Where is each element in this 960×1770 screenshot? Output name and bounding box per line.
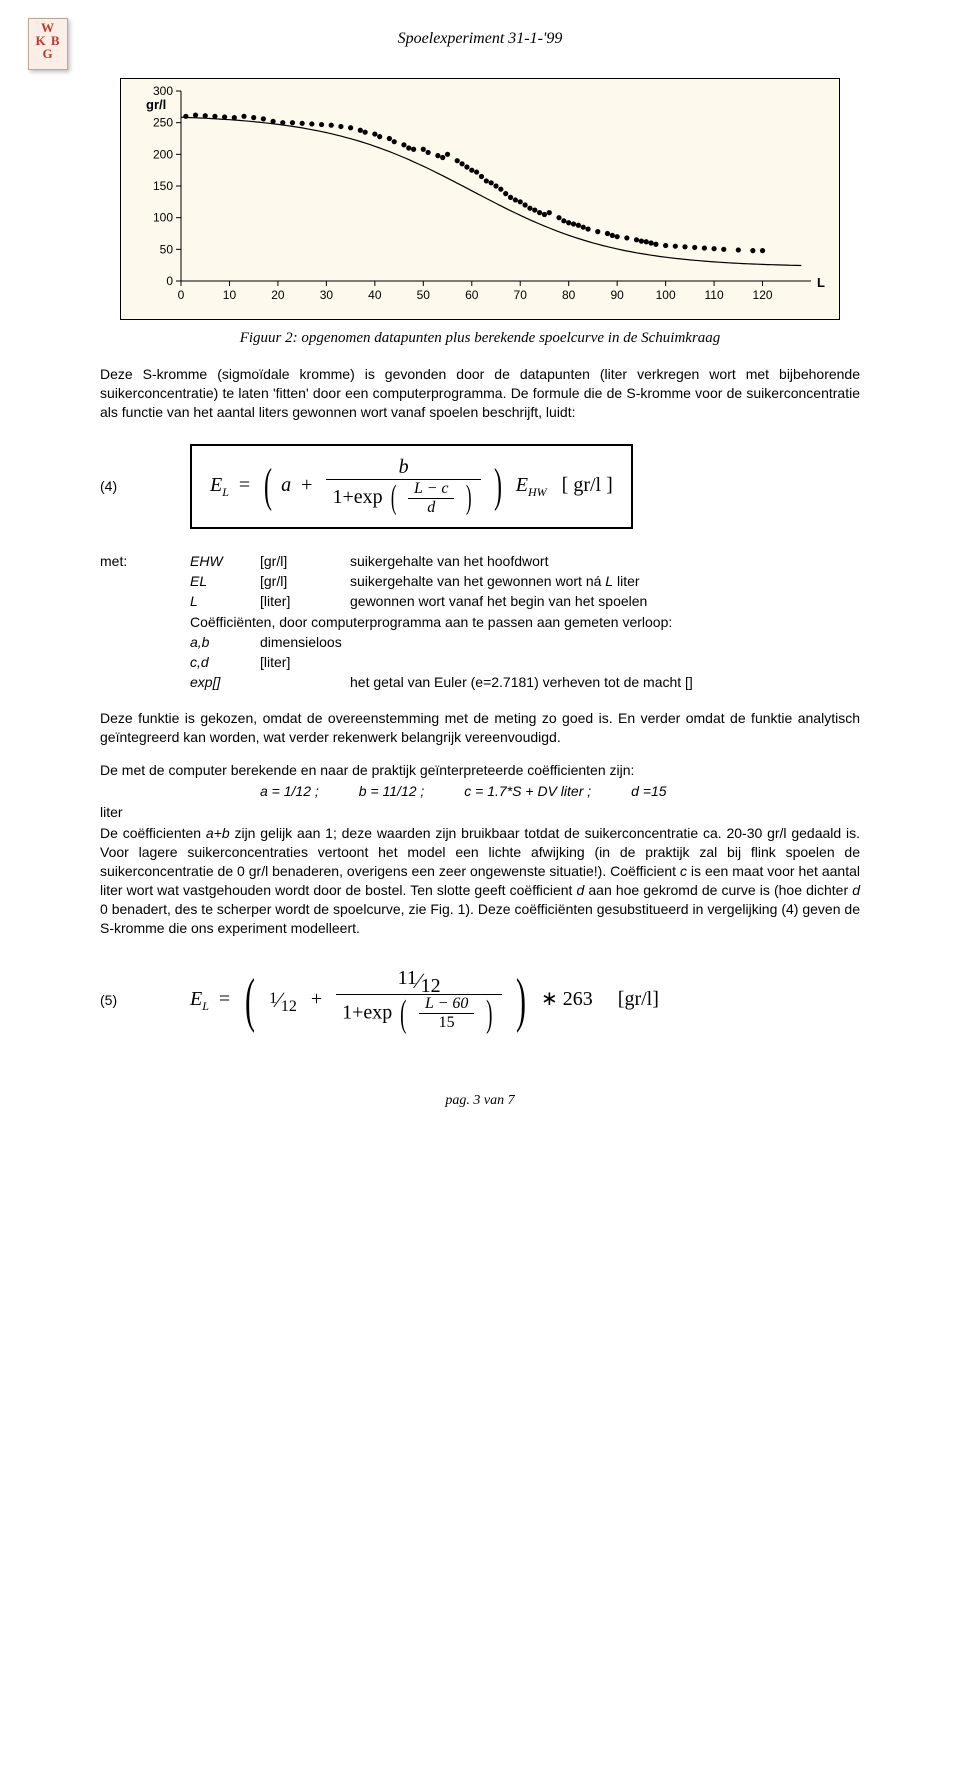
svg-text:60: 60: [465, 288, 479, 302]
eq5-box: EL = ( 1∕12 + 11∕12 1+exp (: [190, 968, 659, 1033]
logo-line3: G: [29, 47, 67, 60]
figure-caption: Figuur 2: opgenomen datapunten plus bere…: [100, 330, 860, 347]
svg-text:40: 40: [368, 288, 382, 302]
logo-wkbg: W K B G: [28, 18, 68, 70]
svg-text:gr/l: gr/l: [146, 97, 166, 112]
svg-text:200: 200: [153, 147, 173, 161]
chart-container: 0 50 100 150 200 250 300 0 10 20 30 40 50 60 70 80 90 100…: [120, 78, 840, 320]
coeff-line: a = 1/12 ; b = 11/12 ; c = 1.7*S + DV li…: [100, 783, 860, 799]
svg-text:90: 90: [610, 288, 624, 302]
paragraph-3-line1: De met de computer berekende en naar de …: [100, 761, 860, 780]
definitions: met: EHW [gr/l] suikergehalte van het ho…: [100, 551, 860, 693]
svg-text:L: L: [817, 275, 825, 290]
svg-text:0: 0: [166, 274, 173, 288]
paragraph-2: Deze funktie is gekozen, omdat de overee…: [100, 709, 860, 747]
liter-word: liter: [100, 804, 123, 820]
chart-svg: 0 50 100 150 200 250 300 0 10 20 30 40 50 60 70 80 90 100…: [121, 79, 841, 319]
defs-met: met:: [100, 551, 190, 571]
eq4-box: EL = ( a + b 1+exp ( L − c d ): [190, 444, 633, 529]
eq5-number: (5): [100, 992, 190, 1008]
eq4-formula: EL = ( a + b 1+exp ( L − c d ): [210, 474, 613, 496]
svg-text:30: 30: [320, 288, 334, 302]
page-header: Spoelexperiment 31-1-'99: [100, 30, 860, 48]
svg-text:120: 120: [753, 288, 773, 302]
svg-text:80: 80: [562, 288, 576, 302]
svg-text:110: 110: [705, 288, 724, 302]
eq4-number: (4): [100, 478, 190, 494]
page: W K B G Spoelexperiment 31-1-'99 0501001…: [0, 0, 960, 1169]
equation-4-row: (4) EL = ( a + b 1+exp ( L − c d: [100, 444, 860, 529]
svg-text:100: 100: [656, 288, 676, 302]
paragraph-4: De coëfficienten a+b zijn gelijk aan 1; …: [100, 824, 860, 937]
svg-text:70: 70: [514, 288, 528, 302]
body-text: Deze S-kromme (sigmoïdale kromme) is gev…: [100, 365, 860, 422]
equation-5-row: (5) EL = ( 1∕12 + 11∕12 1+exp: [100, 968, 860, 1033]
svg-text:50: 50: [417, 288, 431, 302]
svg-text:100: 100: [153, 211, 173, 225]
page-footer: pag. 3 van 7: [100, 1093, 860, 1109]
eq5-formula: EL = ( 1∕12 + 11∕12 1+exp (: [190, 988, 659, 1010]
svg-text:10: 10: [223, 288, 237, 302]
svg-text:250: 250: [153, 116, 173, 130]
svg-text:0: 0: [178, 288, 185, 302]
svg-text:300: 300: [153, 84, 173, 98]
paragraph-1: Deze S-kromme (sigmoïdale kromme) is gev…: [100, 365, 860, 422]
svg-text:20: 20: [271, 288, 285, 302]
coef-intro: Coëfficiënten, door computerprogramma aa…: [190, 612, 860, 632]
svg-text:50: 50: [160, 242, 174, 256]
svg-text:150: 150: [153, 179, 173, 193]
